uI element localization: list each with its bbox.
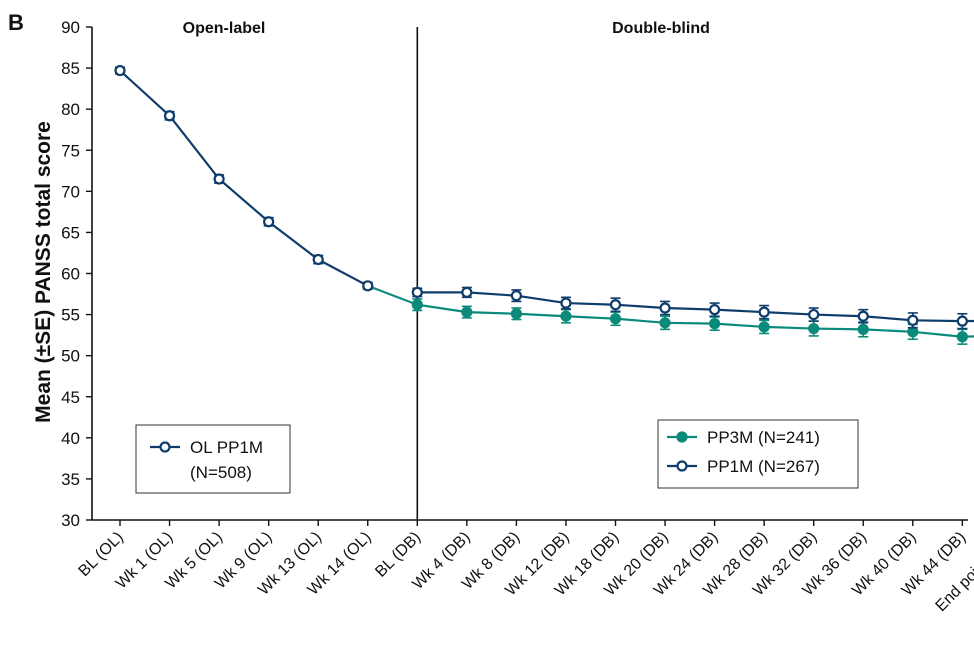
data-point xyxy=(560,297,572,309)
data-point xyxy=(609,299,622,311)
y-tick-label: 65 xyxy=(61,223,80,242)
data-point xyxy=(213,173,225,185)
y-tick-label: 55 xyxy=(61,306,80,325)
section-label-open-label: Open-label xyxy=(183,20,266,37)
legend-pp1m-marker xyxy=(676,460,688,472)
data-point xyxy=(907,326,919,338)
panel-letter: B xyxy=(8,10,24,35)
legend-pp3m-label: PP3M (N=241) xyxy=(707,428,820,447)
data-point xyxy=(263,216,275,228)
legend-open-label-box xyxy=(135,424,291,494)
y-tick-label: 30 xyxy=(61,511,80,530)
series-ol-pp1m xyxy=(114,64,374,292)
data-point xyxy=(857,323,869,335)
data-point xyxy=(808,322,820,335)
legend-ol-pp1m-n: (N=508) xyxy=(190,463,252,482)
data-point xyxy=(362,280,374,292)
x-ticks: BL (OL)Wk 1 (OL)Wk 5 (OL)Wk 9 (OL)Wk 13 … xyxy=(76,520,974,615)
y-tick-label: 90 xyxy=(61,18,80,37)
legend-open-label: OL PP1M (N=508) xyxy=(135,424,291,494)
data-point xyxy=(659,317,671,329)
data-point xyxy=(560,310,572,322)
data-point xyxy=(461,286,473,298)
series-line-ol-pp1m xyxy=(119,69,369,287)
legend-double-blind: PP3M (N=241) PP1M (N=267) xyxy=(657,419,859,489)
section-label-double-blind: Double-blind xyxy=(612,20,710,37)
legend-double-blind-box xyxy=(657,419,859,489)
data-point xyxy=(114,64,126,77)
data-point xyxy=(312,253,324,266)
y-tick-label: 75 xyxy=(61,141,80,160)
data-point xyxy=(907,314,919,326)
data-point xyxy=(510,290,523,302)
y-tick-label: 35 xyxy=(61,470,80,489)
data-point xyxy=(411,299,423,311)
data-point xyxy=(708,304,721,316)
y-tick-label: 60 xyxy=(61,265,80,284)
data-point xyxy=(510,308,523,320)
data-point xyxy=(609,313,622,325)
legend-pp3m-marker xyxy=(676,431,688,443)
x-tick-label: BL (OL) xyxy=(76,529,127,580)
data-point xyxy=(708,318,721,330)
data-point xyxy=(956,331,968,343)
y-tick-label: 50 xyxy=(61,347,80,366)
y-ticks: 30 35 40 45 50 55 60 65 70 75 80 85 90 xyxy=(61,18,92,530)
series-pp1m xyxy=(411,286,974,330)
y-axis-label: Mean (±SE) PANSS total score xyxy=(32,121,55,423)
series-layer xyxy=(114,64,974,345)
y-tick-label: 85 xyxy=(61,59,80,78)
data-point xyxy=(461,306,473,318)
series-pp3m xyxy=(367,284,974,345)
data-point xyxy=(808,308,820,321)
y-tick-label: 45 xyxy=(61,388,80,407)
series-line-pp1m xyxy=(417,291,974,323)
data-point xyxy=(857,310,869,322)
data-point xyxy=(758,321,770,333)
legend-pp1m-label: PP1M (N=267) xyxy=(707,457,820,476)
data-point xyxy=(659,302,671,314)
data-point xyxy=(163,110,176,122)
y-tick-label: 80 xyxy=(61,100,80,119)
legend-ol-pp1m-label: OL PP1M xyxy=(190,438,263,457)
series-line-pp3m xyxy=(367,284,974,338)
data-point xyxy=(411,286,423,298)
y-tick-label: 40 xyxy=(61,429,80,448)
data-point xyxy=(956,315,968,327)
y-tick-label: 70 xyxy=(61,182,80,201)
data-point xyxy=(758,306,770,318)
legend-ol-pp1m-marker xyxy=(159,441,171,453)
